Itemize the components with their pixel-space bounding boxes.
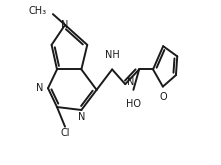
Text: Cl: Cl [60, 128, 70, 138]
Text: N: N [127, 77, 134, 87]
Text: NH: NH [105, 50, 120, 60]
Text: N: N [36, 83, 43, 93]
Text: O: O [159, 92, 167, 102]
Text: HO: HO [126, 99, 141, 109]
Text: CH₃: CH₃ [28, 6, 46, 16]
Text: N: N [78, 112, 85, 122]
Text: N: N [61, 20, 69, 30]
